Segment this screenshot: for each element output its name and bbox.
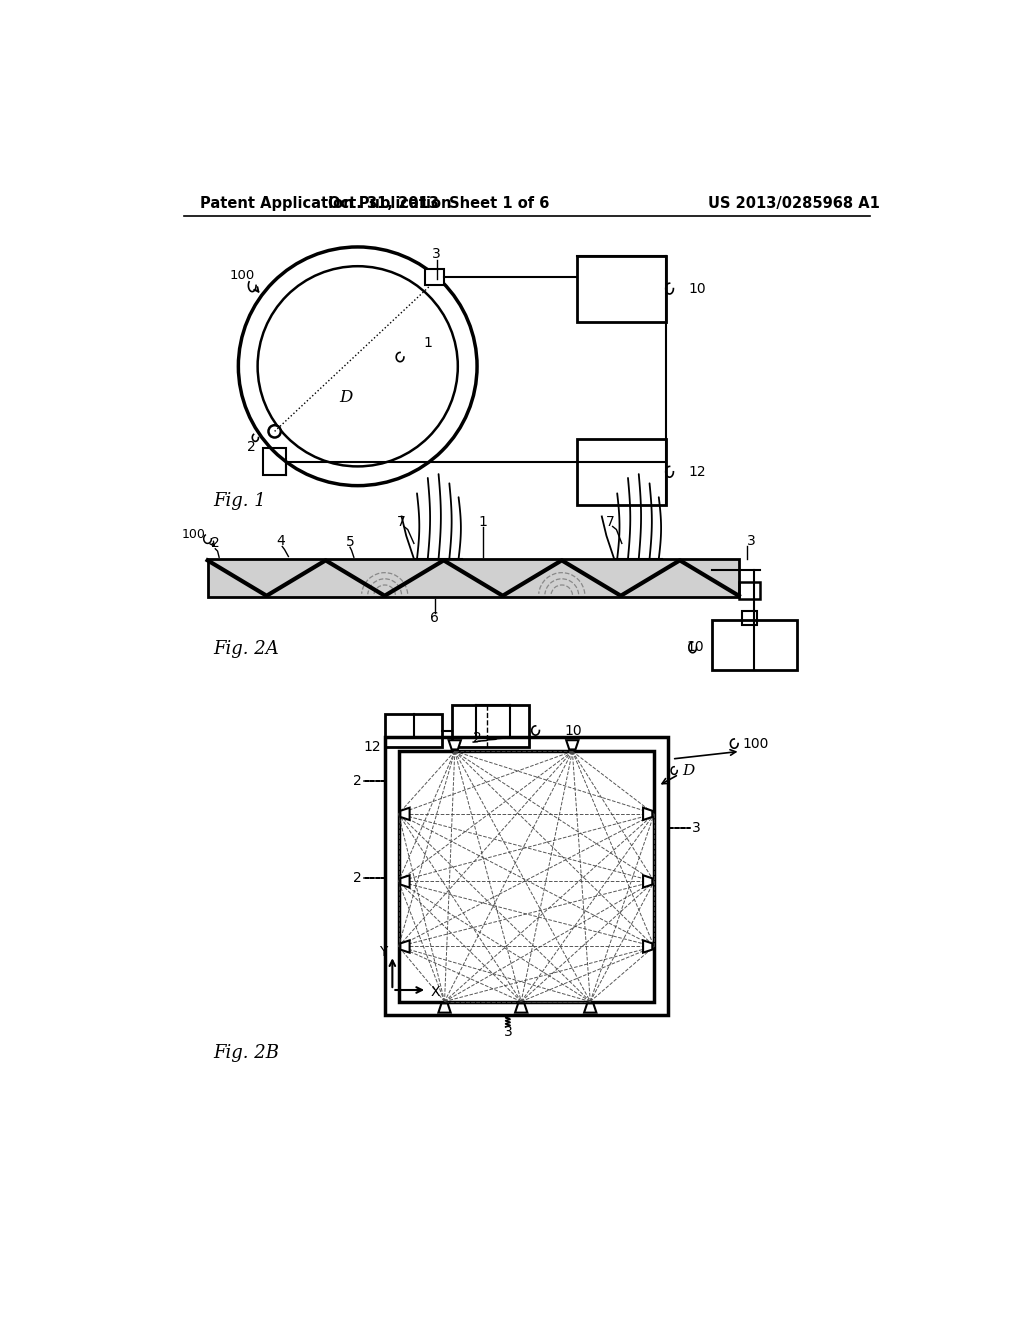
- Bar: [742, 611, 758, 626]
- Polygon shape: [400, 875, 410, 887]
- Text: 7: 7: [397, 515, 406, 529]
- Polygon shape: [400, 808, 410, 820]
- Text: X: X: [431, 985, 440, 999]
- Bar: [398, 751, 654, 1002]
- Text: 7: 7: [606, 515, 614, 529]
- Text: Patent Application Publication: Patent Application Publication: [200, 195, 452, 211]
- Text: D: D: [683, 763, 695, 777]
- Text: 10: 10: [686, 640, 705, 655]
- Text: 3: 3: [504, 1026, 512, 1039]
- Polygon shape: [438, 1003, 451, 1012]
- Text: Oct. 31, 2013  Sheet 1 of 6: Oct. 31, 2013 Sheet 1 of 6: [328, 195, 549, 211]
- Text: 10: 10: [689, 281, 707, 296]
- Polygon shape: [643, 875, 652, 887]
- Text: 3: 3: [432, 247, 441, 261]
- Text: 2: 2: [473, 731, 481, 746]
- Text: Fig. 2A: Fig. 2A: [214, 640, 280, 657]
- Bar: [739, 582, 761, 599]
- Bar: [578, 440, 666, 506]
- Text: Y: Y: [379, 945, 387, 958]
- Bar: [263, 449, 286, 475]
- Bar: [385, 714, 442, 747]
- Text: 100: 100: [181, 528, 205, 541]
- Text: 3: 3: [746, 535, 756, 548]
- Polygon shape: [584, 1003, 596, 1012]
- Text: D: D: [340, 388, 353, 405]
- Text: 6: 6: [430, 611, 439, 626]
- Text: 2: 2: [211, 536, 219, 550]
- Text: 3: 3: [692, 821, 700, 836]
- Text: 1: 1: [479, 515, 487, 529]
- Text: 1: 1: [423, 337, 432, 350]
- Text: 2: 2: [353, 774, 362, 788]
- Text: 5: 5: [346, 535, 354, 549]
- Text: 12: 12: [689, 465, 707, 479]
- Polygon shape: [515, 1003, 527, 1012]
- Text: Fig. 2B: Fig. 2B: [214, 1044, 280, 1063]
- Polygon shape: [566, 741, 579, 750]
- Bar: [385, 738, 668, 1015]
- Bar: [453, 705, 529, 747]
- Text: 10: 10: [564, 723, 582, 738]
- Text: 2: 2: [247, 440, 256, 454]
- Text: 100: 100: [742, 737, 769, 751]
- Polygon shape: [449, 741, 461, 750]
- Polygon shape: [643, 808, 652, 820]
- Text: 4: 4: [276, 535, 285, 548]
- Polygon shape: [643, 940, 652, 953]
- Text: Fig. 1: Fig. 1: [214, 492, 266, 510]
- Bar: [208, 558, 739, 598]
- Bar: [425, 269, 444, 285]
- Bar: [578, 256, 666, 322]
- Text: US 2013/0285968 A1: US 2013/0285968 A1: [708, 195, 880, 211]
- Text: 2: 2: [353, 871, 362, 886]
- Text: 12: 12: [364, 741, 381, 755]
- Text: 100: 100: [229, 269, 254, 282]
- Circle shape: [268, 425, 281, 437]
- Polygon shape: [400, 940, 410, 953]
- Bar: [712, 620, 797, 671]
